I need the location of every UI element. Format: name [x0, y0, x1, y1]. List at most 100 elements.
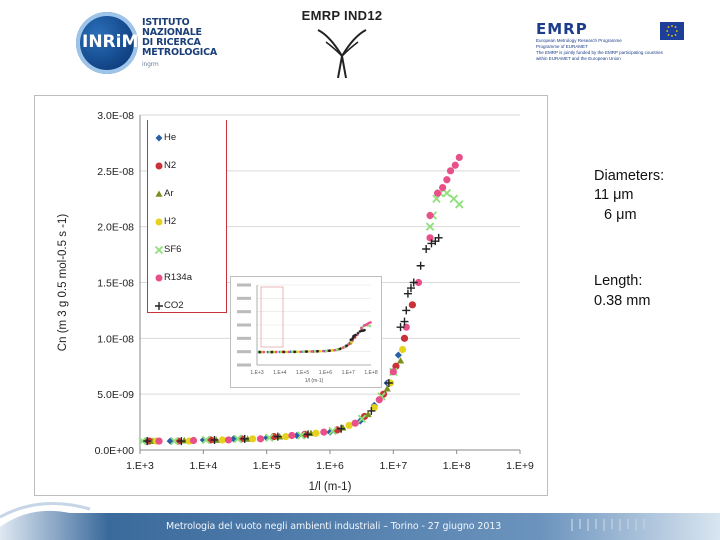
inset-x-tick-label: 1.E+5: [296, 370, 309, 376]
inset-data-point: [282, 350, 286, 354]
legend-marker: [154, 245, 164, 255]
legend-marker-shape: [155, 274, 163, 282]
data-point: [177, 437, 186, 446]
diameter-2: 6 μm: [604, 207, 637, 223]
inset-x-tick-label: 1.E+7: [342, 370, 355, 376]
data-point: [345, 421, 353, 430]
data-point: [218, 436, 226, 444]
data-point: [406, 284, 415, 293]
emrp-ind12-title: EMRP IND12: [301, 8, 383, 23]
inrim-text: ISTITUTO NAZIONALE DI RICERCA METROLOGIC…: [142, 17, 218, 69]
data-point: [367, 406, 376, 415]
footer-text: Metrologia del vuoto negli ambienti indu…: [166, 521, 502, 532]
data-point: [409, 278, 418, 287]
legend-label: N2: [164, 160, 177, 171]
data-point: [224, 436, 233, 444]
inset-data-point: [350, 340, 353, 344]
data-point: [408, 301, 416, 309]
data-point: [170, 436, 179, 446]
data-point: [400, 334, 409, 342]
series-r134a: [155, 153, 463, 445]
data-point: [414, 278, 423, 287]
inset-x-tick-label: 1.E+3: [250, 370, 263, 376]
data-point: [273, 432, 282, 441]
inset-x-tick-label: 1.E+8: [364, 370, 377, 376]
main-chart: 0.0E+00 5.0E-09 1.0E-08 1.5E-08 2.0E-08 2.5E-…: [57, 110, 534, 493]
data-point: [426, 234, 434, 242]
legend-marker-shape: [154, 245, 164, 255]
inrim-logo: INRiM ISTITUTO NAZIONALE DI RICERCA METR…: [76, 8, 217, 74]
inset-chart-frame: 1.E+3 1.E+4 1.E+5 1.E+6 1.E+7 1.E+8 1/l (m-1): [230, 276, 382, 388]
data-point: [189, 436, 198, 445]
data-point: [312, 429, 320, 437]
legend-marker-shape: [155, 134, 163, 142]
data-point: [339, 424, 347, 431]
data-point: [328, 426, 337, 436]
data-point: [296, 431, 306, 440]
x-tick-label: 1.E+4: [189, 460, 217, 472]
legend-marker: [155, 162, 163, 170]
inset-data-point: [308, 350, 311, 353]
inset-y-tick-label: [237, 363, 251, 367]
inset-data-point: [360, 326, 363, 330]
legend-marker: [155, 134, 163, 142]
diameters-label: Diameters:: [594, 168, 665, 184]
inset-data-point: [319, 349, 322, 353]
emrp-line-4: within EURAMET and the European Union: [536, 56, 621, 61]
legend-marker: [155, 302, 163, 310]
legend-item: H2: [155, 216, 177, 228]
inset-data-point: [316, 350, 319, 353]
legend-label: H2: [164, 216, 177, 227]
inset-data-point: [310, 350, 313, 353]
inset-data-point: [258, 350, 261, 354]
footer-bar: [0, 502, 720, 540]
inset-data-point: [290, 350, 294, 354]
inset-y-tick-label: [237, 283, 251, 287]
data-point: [439, 183, 447, 192]
emrp-logo: EMRP European Metrology Research Program…: [536, 20, 706, 70]
y-tick-label: 1.5E-08: [97, 278, 134, 290]
data-point: [288, 431, 296, 440]
legend-item: SF6: [154, 244, 182, 256]
data-point: [265, 433, 274, 442]
legend-item: R134a: [155, 272, 192, 284]
x-tick-label: 1.E+5: [253, 460, 281, 472]
legend-label: CO2: [164, 300, 184, 311]
inset-data-point: [338, 347, 342, 351]
inset-data-point: [279, 350, 283, 354]
data-point: [434, 189, 442, 197]
inset-data-point: [325, 349, 328, 353]
data-point: [210, 435, 219, 444]
inset-data-point: [335, 348, 339, 351]
length-value: 0.38 mm: [594, 293, 651, 309]
x-tick-label: 1.E+7: [379, 460, 407, 472]
data-point: [320, 428, 328, 436]
data-point: [402, 306, 411, 315]
data-point: [233, 434, 243, 444]
data-point: [434, 233, 443, 242]
data-point: [370, 403, 378, 412]
inset-data-point: [293, 350, 296, 354]
data-point: [282, 433, 290, 441]
data-point: [201, 435, 211, 445]
inset-data-point: [268, 350, 271, 354]
y-tick-label: 2.5E-08: [97, 166, 134, 178]
inset-data-point: [270, 350, 274, 354]
inset-chart: 1.E+3 1.E+4 1.E+5 1.E+6 1.E+7 1.E+8 1/l (m-1): [237, 283, 378, 384]
inset-y-tick-label: [237, 336, 251, 340]
legend-marker-shape: [155, 218, 163, 226]
legend-item: N2: [155, 160, 177, 172]
data-point: [403, 289, 412, 298]
data-point: [389, 368, 397, 376]
data-point: [357, 414, 367, 423]
x-tick-label: 1.E+6: [316, 460, 344, 472]
inset-data-point: [354, 333, 357, 337]
legend-label: SF6: [164, 244, 182, 255]
inset-data-point: [321, 349, 325, 353]
y-tick-label: 0.0E+00: [95, 445, 135, 457]
inrim-circle-icon: [76, 12, 138, 74]
inset-data-point: [313, 350, 317, 353]
inset-data-point: [345, 344, 348, 348]
data-point: [383, 384, 391, 392]
inset-data-point: [262, 350, 266, 354]
